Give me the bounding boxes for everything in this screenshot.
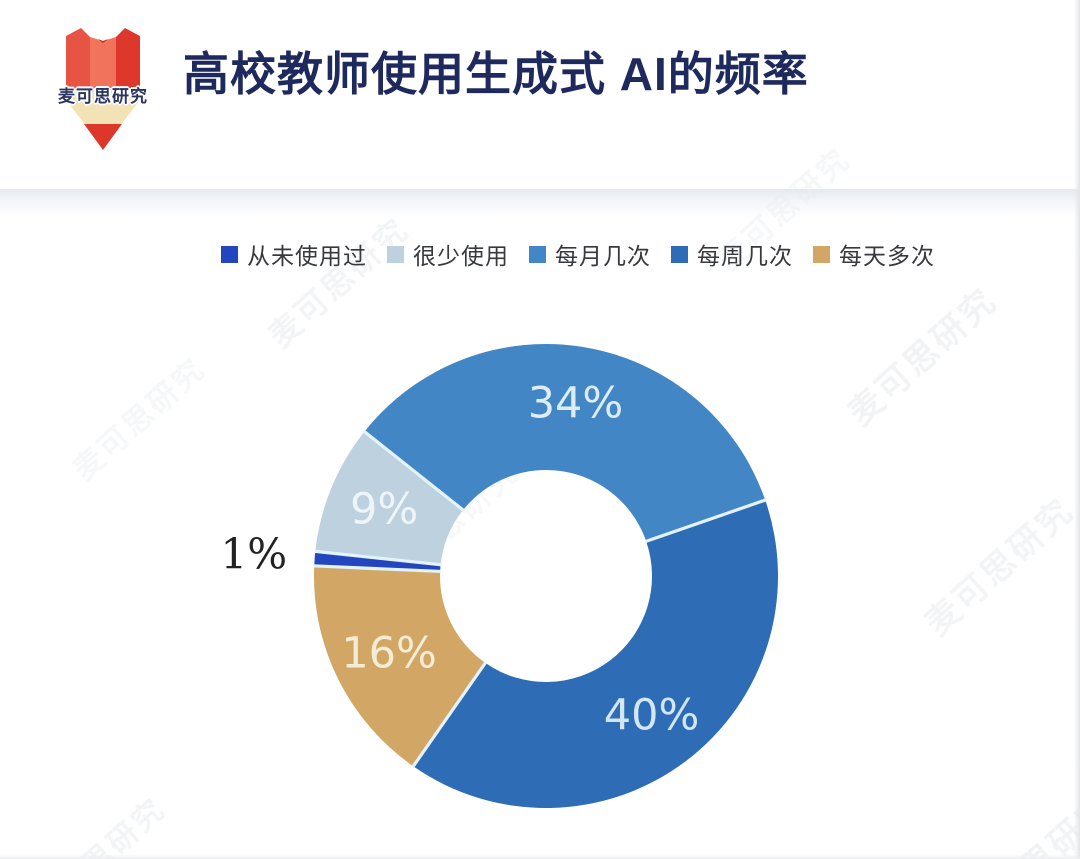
donut-segment-3 xyxy=(413,500,778,808)
segment-value-label-2: 34% xyxy=(528,379,624,429)
segment-value-label-4: 16% xyxy=(341,629,437,679)
legend-item-0: 从未使用过 xyxy=(221,237,367,271)
segment-value-label-3: 40% xyxy=(604,691,700,741)
donut-segment-4 xyxy=(314,565,486,767)
legend-swatch xyxy=(813,245,830,263)
segment-value-label-1: 9% xyxy=(350,485,418,535)
legend-label: 很少使用 xyxy=(413,243,509,269)
legend-item-3: 每周几次 xyxy=(671,237,793,271)
page-title: 高校教师使用生成式 AI的频率 xyxy=(183,48,809,100)
segment-separator xyxy=(313,564,442,574)
segment-separator xyxy=(411,661,488,769)
segment-separator xyxy=(362,429,465,512)
header-divider xyxy=(0,189,1080,223)
legend-item-2: 每月几次 xyxy=(529,237,651,271)
legend-swatch xyxy=(529,245,546,263)
logo-text: 麦可思研究 xyxy=(58,87,148,106)
legend-label: 从未使用过 xyxy=(247,243,367,269)
segment-separator xyxy=(644,498,767,544)
page-edge-right xyxy=(1074,0,1080,859)
legend-swatch xyxy=(221,245,238,263)
chart-legend: 从未使用过 很少使用 每月几次 每周几次 每天多次 xyxy=(38,237,1080,271)
legend-swatch xyxy=(387,245,404,263)
segment-value-label-0: 1% xyxy=(221,530,288,579)
pencil-icon xyxy=(66,28,140,150)
segment-separator xyxy=(314,549,442,567)
page-edge-bottom xyxy=(0,854,1080,859)
legend-swatch xyxy=(671,245,688,263)
legend-item-1: 很少使用 xyxy=(387,237,509,271)
legend-item-4: 每天多次 xyxy=(813,237,935,271)
mycos-pencil-logo: 麦可思研究 xyxy=(48,20,158,150)
legend-label: 每周几次 xyxy=(697,243,793,269)
donut-segment-2 xyxy=(364,343,766,542)
legend-label: 每天多次 xyxy=(839,243,935,269)
legend-label: 每月几次 xyxy=(555,243,651,269)
donut-segment-1 xyxy=(315,431,464,565)
